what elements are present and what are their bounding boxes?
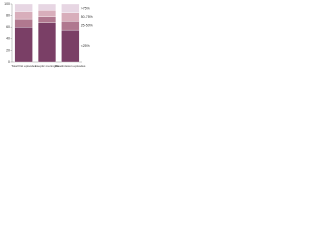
y-tick-label: 80 — [6, 14, 10, 18]
bar-segment — [37, 10, 57, 17]
y-tick-label: 0 — [8, 60, 10, 64]
legend-label: >75% — [81, 6, 90, 10]
bar-segment — [61, 29, 80, 63]
bar-segment — [61, 12, 80, 22]
x-tick-label: Total first episodes — [11, 64, 36, 68]
bar-segment — [14, 18, 33, 28]
bar-segment — [14, 27, 33, 63]
bar-segment — [14, 3, 33, 12]
legend-label: <25% — [81, 44, 90, 48]
x-tick-label: Readmission episodes — [55, 64, 86, 68]
legend-label: 50-75% — [81, 15, 93, 19]
y-tick-label: 20 — [6, 48, 10, 52]
bar-segment — [61, 3, 80, 13]
chart: 0 20 40 60 80 100 Total first episodesAseptic … — [4, 2, 93, 68]
y-tick-label: 60 — [6, 25, 10, 29]
x-tick-label: Aseptic meningitis — [35, 64, 60, 68]
bar-segment — [14, 11, 33, 20]
y-tick-label: 40 — [6, 37, 10, 41]
page: {"chart_data": {"type": "stacked-bar", "… — [0, 0, 320, 80]
bar-segment — [37, 16, 57, 23]
legend-label: 25-50% — [81, 24, 93, 28]
bar-segment — [37, 22, 57, 63]
bar-segment — [61, 21, 80, 31]
bar-segment — [37, 3, 57, 11]
y-tick-label: 100 — [4, 2, 10, 6]
